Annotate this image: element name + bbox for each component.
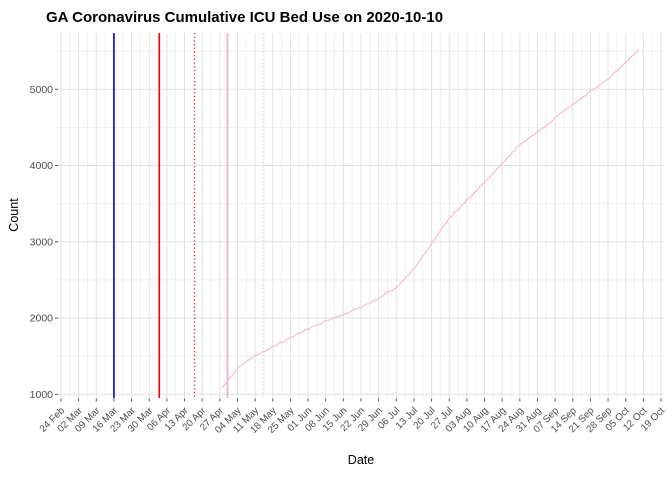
y-axis-title: Count [7, 198, 21, 232]
event-marker-lines [113, 33, 264, 398]
y-tick-labels: 1000 2000 3000 4000 5000 [30, 84, 54, 401]
y-tick-label: 1000 [30, 389, 54, 401]
x-axis-title: Date [347, 453, 375, 467]
chart-title: GA Coronavirus Cumulative ICU Bed Use on… [46, 9, 444, 26]
gridlines-major [58, 33, 664, 398]
icu-cumulative-series-line [221, 49, 639, 388]
y-tick-label: 2000 [30, 313, 54, 325]
y-tick-label: 5000 [30, 84, 54, 96]
y-tick-label: 4000 [30, 160, 54, 172]
axis-tick-marks [55, 88, 662, 402]
y-tick-label: 3000 [30, 236, 54, 248]
